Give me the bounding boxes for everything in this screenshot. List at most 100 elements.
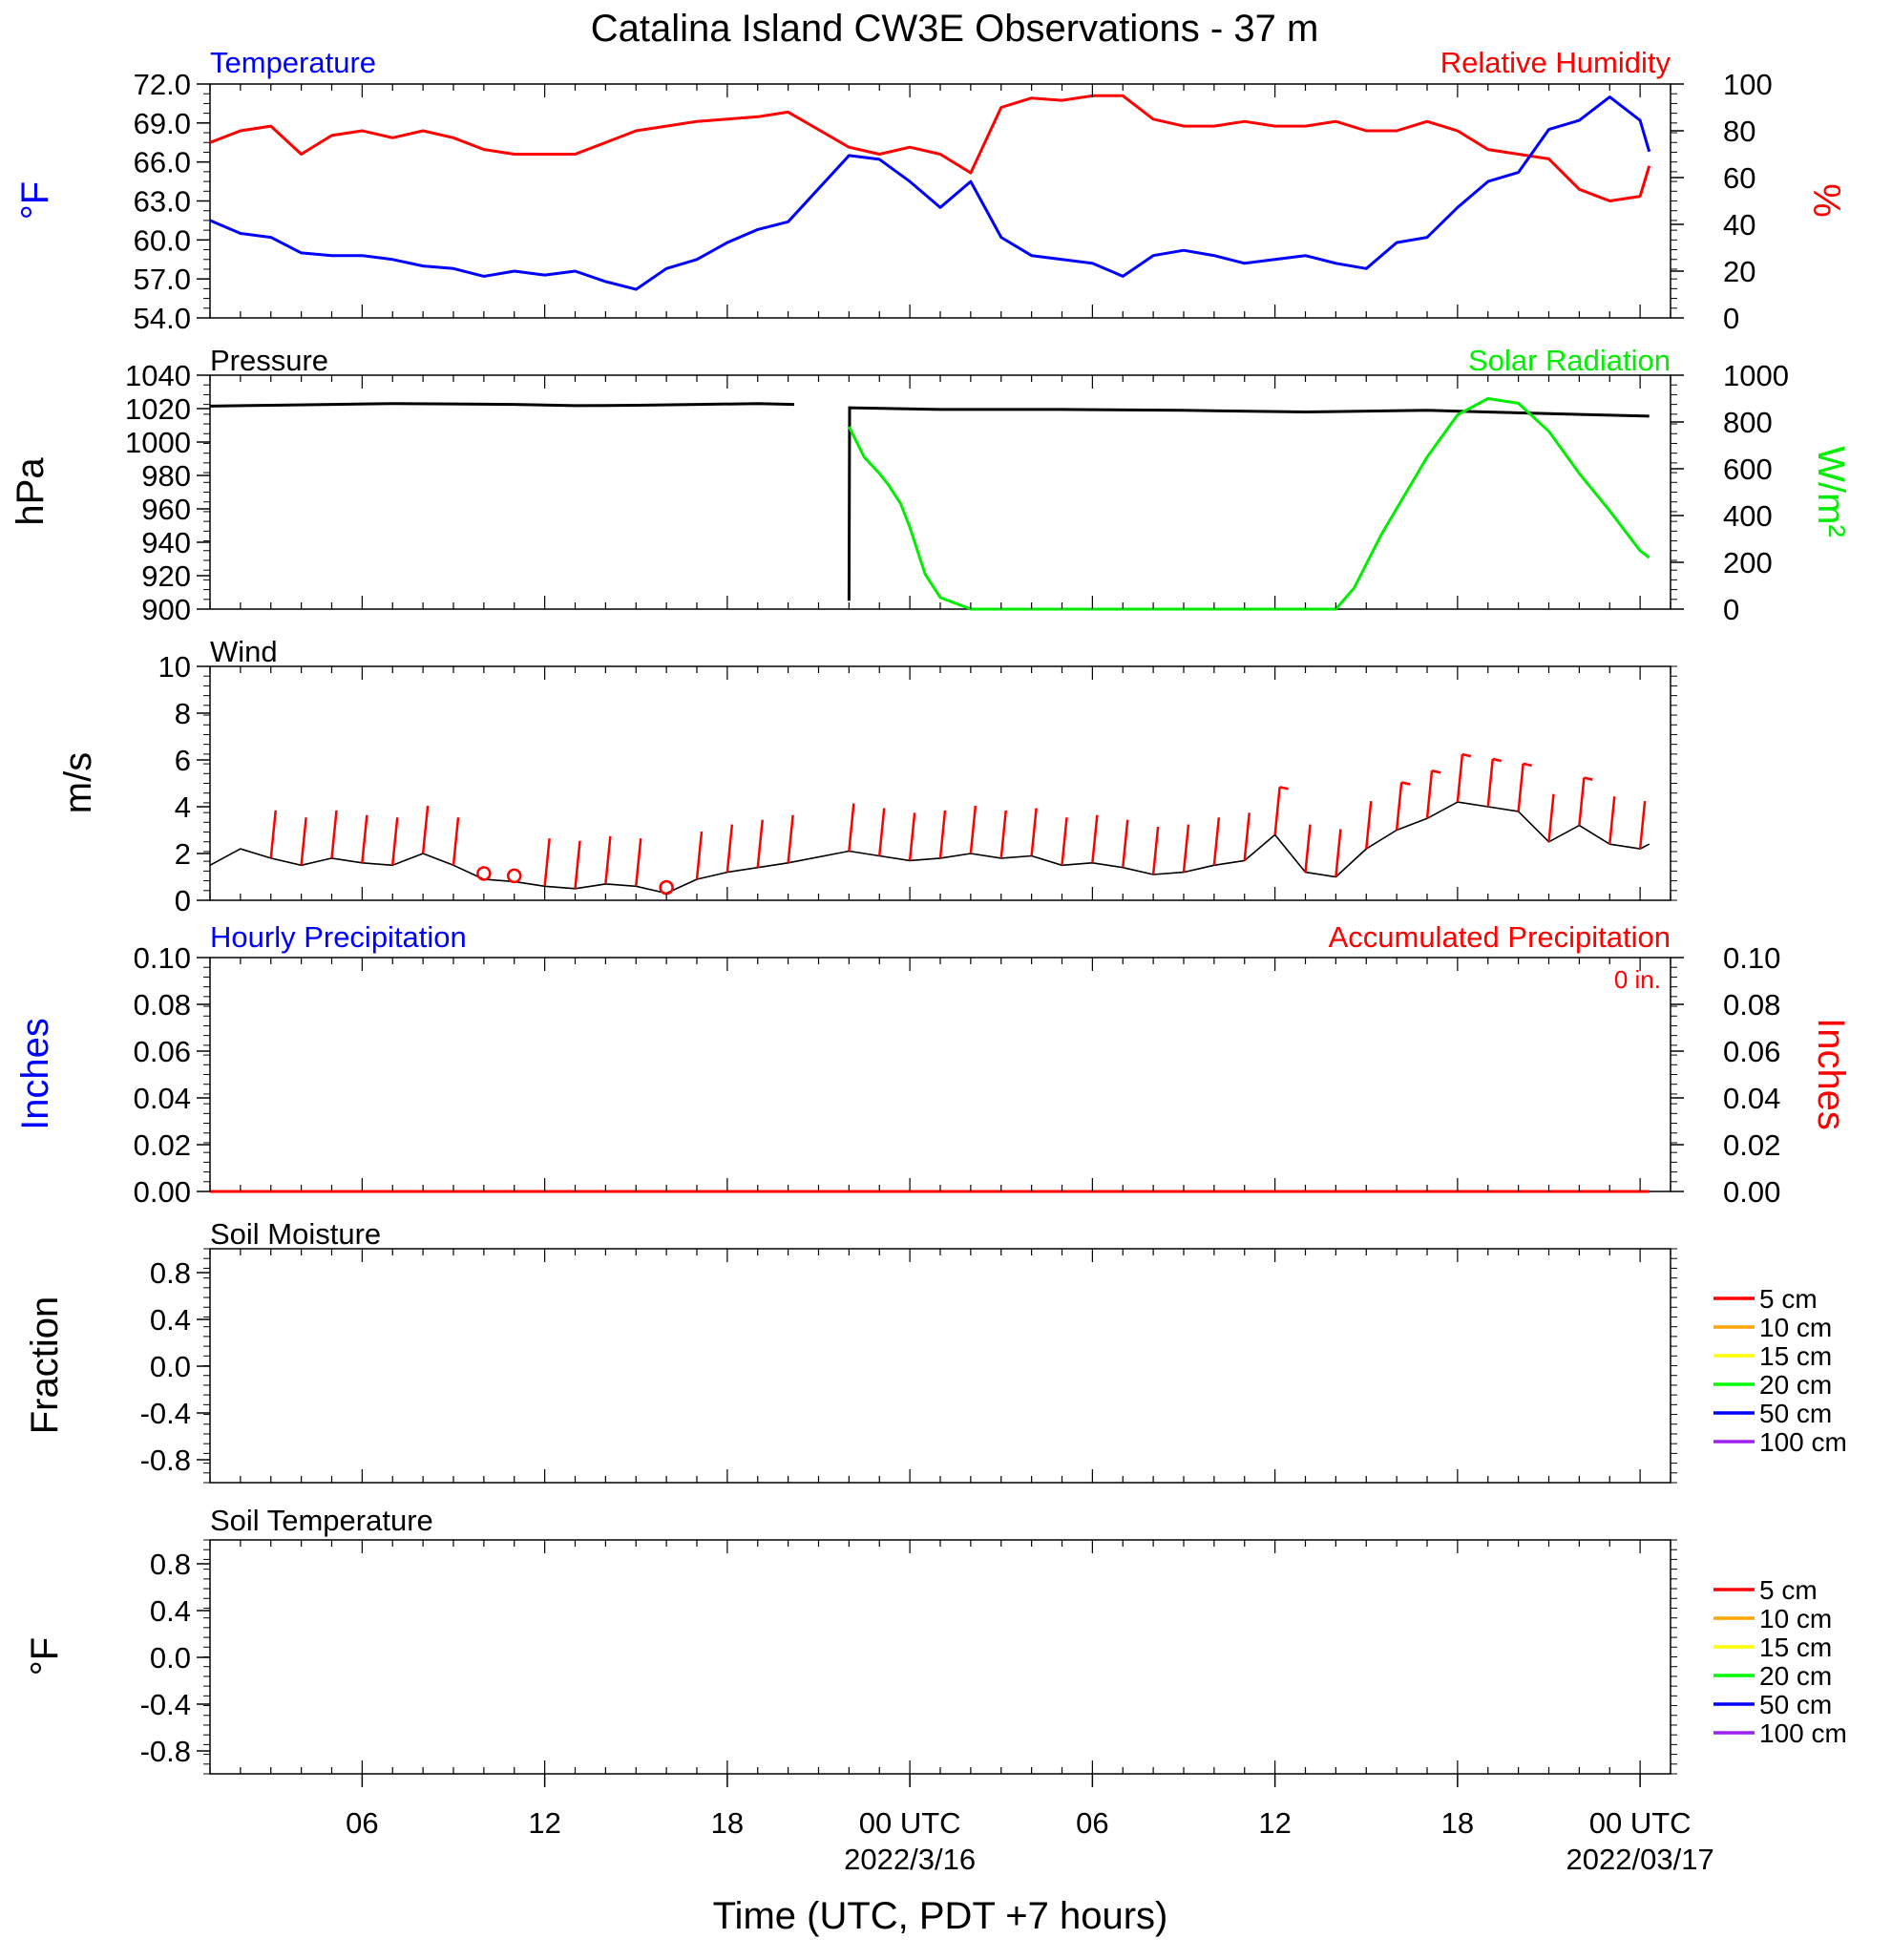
y-tick-label: 63.0 <box>134 185 191 219</box>
wind-barb <box>1030 808 1038 856</box>
y-tick-label: 0.04 <box>134 1082 191 1115</box>
y-tick-label-right: 1000 <box>1723 359 1789 392</box>
y-tick-label: 0.02 <box>134 1128 191 1162</box>
precip-left-unit: Inches <box>14 1018 56 1130</box>
pressure-line <box>209 402 795 408</box>
y-tick-label: 2 <box>175 837 191 871</box>
wind-barb <box>1395 782 1403 831</box>
y-tick-label: 10 <box>158 650 191 684</box>
wind-barb <box>1335 829 1342 877</box>
wind-barb <box>1061 817 1068 866</box>
y-tick-label-right: 0.08 <box>1723 988 1780 1022</box>
soil-moisture-unit: Fraction <box>24 1296 66 1435</box>
legend-label: 15 cm <box>1759 1633 1832 1662</box>
x-tick-label: 12 <box>1258 1806 1291 1840</box>
wind-barb <box>1547 793 1555 842</box>
legend-label: 10 cm <box>1759 1604 1832 1633</box>
wind-barb <box>1456 753 1464 803</box>
legend-label: 10 cm <box>1759 1313 1832 1342</box>
calm-marker <box>476 866 492 881</box>
wind-barb <box>725 824 734 873</box>
y-tick-label-right: 0.10 <box>1723 941 1780 975</box>
wind-barb <box>1365 800 1373 850</box>
temperature-title: Temperature <box>210 46 376 79</box>
y-tick-label: 4 <box>175 790 191 824</box>
y-tick-label: 940 <box>141 526 191 559</box>
legend-label: 5 cm <box>1759 1575 1818 1605</box>
y-tick-label: 1000 <box>125 426 191 459</box>
y-tick-label: 0.06 <box>134 1035 191 1068</box>
legend-label: 5 cm <box>1759 1284 1818 1314</box>
wind-barb-flag <box>1400 781 1411 786</box>
wind-barb <box>1578 777 1586 826</box>
x-tick-label: 00 UTC <box>859 1806 961 1840</box>
accumulated-precip-title: Accumulated Precipitation <box>1329 920 1671 954</box>
wind-barb <box>1151 826 1160 875</box>
wind-barb <box>1608 796 1616 845</box>
y-tick-label: 0.8 <box>150 1548 191 1581</box>
humidity-unit: % <box>1805 183 1847 218</box>
y-tick-label: 0.0 <box>150 1641 191 1675</box>
wind-barb-flag <box>1279 786 1289 790</box>
wind-barb <box>300 817 307 866</box>
precip-right-unit: Inches <box>1810 1018 1852 1130</box>
legend-label: 100 cm <box>1759 1718 1847 1748</box>
y-tick-label: 57.0 <box>134 263 191 296</box>
wind-barb <box>1212 817 1221 866</box>
y-tick-label-right: 20 <box>1723 255 1755 288</box>
wind-barb-flag <box>1431 769 1441 774</box>
pressure-line <box>847 406 1650 601</box>
y-tick-label: 980 <box>141 459 191 493</box>
wind-barb <box>330 810 338 859</box>
wind-title: Wind <box>210 635 278 668</box>
y-tick-label: 920 <box>141 559 191 593</box>
relative-humidity-line <box>209 94 1651 202</box>
wind-barb <box>1243 812 1251 861</box>
wind-barb <box>391 817 399 866</box>
wind-barb <box>574 840 581 889</box>
wind-barb <box>421 805 430 854</box>
soil-temperature-title: Soil Temperature <box>210 1504 433 1537</box>
y-tick-label-right: 0.06 <box>1723 1035 1780 1068</box>
y-tick-label: 0.8 <box>150 1256 191 1290</box>
soil-temperature-unit: °F <box>24 1637 66 1675</box>
x-tick-label: 00 UTC <box>1589 1806 1692 1840</box>
x-tick-label: 12 <box>528 1806 560 1840</box>
y-tick-label: 0.00 <box>134 1175 191 1209</box>
wind-barb <box>1425 770 1434 819</box>
wind-barb <box>756 819 764 868</box>
wind-barb <box>635 838 642 887</box>
legend-label: 15 cm <box>1759 1341 1832 1371</box>
panel-precipitation: Hourly Precipitation Accumulated Precipi… <box>14 920 1852 1209</box>
y-tick-label-right: 800 <box>1723 406 1773 439</box>
wind-barb-flag <box>1523 762 1532 768</box>
wind-barb <box>1638 800 1647 850</box>
wind-barb <box>878 808 886 856</box>
y-tick-label-right: 0.02 <box>1723 1128 1780 1162</box>
solar-unit: W/m² <box>1810 446 1852 537</box>
legend-label: 100 cm <box>1759 1427 1847 1457</box>
wind-barb <box>999 810 1007 859</box>
pressure-unit: hPa <box>10 457 52 526</box>
y-tick-label: 60.0 <box>134 223 191 257</box>
x-tick-date: 2022/03/17 <box>1566 1843 1714 1876</box>
legend-label: 20 cm <box>1759 1661 1832 1691</box>
panel-frame <box>209 1248 1671 1484</box>
legend-label: 50 cm <box>1759 1690 1832 1719</box>
wind-barb <box>1486 758 1494 808</box>
y-tick-label: 0.4 <box>150 1303 191 1337</box>
wind-barb <box>452 817 460 866</box>
y-tick-label: 0 <box>175 884 191 917</box>
solar-radiation-line <box>848 397 1650 611</box>
calm-marker <box>659 879 674 896</box>
y-tick-label: -0.8 <box>140 1444 191 1477</box>
x-tick-label: 06 <box>1076 1806 1108 1840</box>
panel-temperature-humidity: Temperature Relative Humidity °F % 72.0 6… <box>14 46 1847 335</box>
y-tick-label: -0.4 <box>140 1397 191 1430</box>
panel-frame <box>209 665 1671 901</box>
wind-unit: m/s <box>57 752 99 813</box>
y-tick-label: 900 <box>141 593 191 626</box>
panel-wind: Wind m/s 10 8 6 4 2 0 <box>57 635 1671 917</box>
